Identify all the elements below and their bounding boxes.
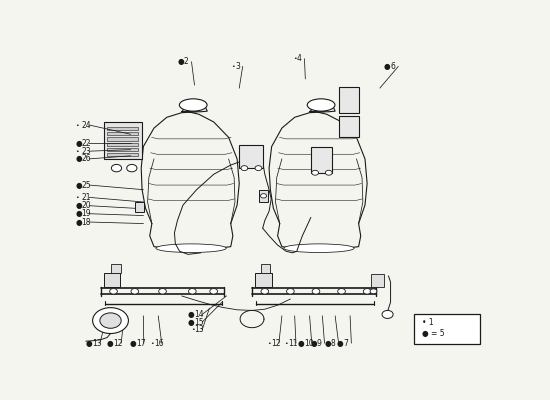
FancyBboxPatch shape	[371, 274, 384, 287]
Circle shape	[364, 288, 371, 294]
Circle shape	[210, 288, 217, 294]
Circle shape	[159, 288, 166, 294]
Text: ●: ●	[107, 338, 113, 348]
Circle shape	[255, 166, 262, 170]
Circle shape	[241, 166, 248, 170]
FancyBboxPatch shape	[107, 127, 138, 130]
Text: 11: 11	[288, 338, 298, 348]
Text: •: •	[75, 122, 79, 128]
Text: 2: 2	[184, 57, 189, 66]
Text: 23: 23	[81, 147, 91, 156]
Ellipse shape	[307, 99, 335, 111]
Text: ●: ●	[86, 338, 92, 348]
Text: 14: 14	[195, 310, 204, 319]
Circle shape	[189, 288, 196, 294]
Text: 12: 12	[271, 338, 280, 348]
FancyBboxPatch shape	[339, 116, 360, 137]
Text: •: •	[267, 340, 271, 346]
Text: ●: ●	[337, 338, 344, 348]
Circle shape	[312, 288, 320, 294]
Text: ●: ●	[298, 338, 304, 348]
FancyBboxPatch shape	[255, 273, 272, 287]
Text: ●: ●	[188, 310, 195, 319]
Circle shape	[100, 313, 121, 328]
Text: 4: 4	[297, 54, 301, 63]
Text: 10: 10	[304, 338, 314, 348]
FancyBboxPatch shape	[107, 153, 138, 156]
Text: 6: 6	[390, 62, 395, 71]
Text: 12: 12	[113, 338, 123, 348]
FancyBboxPatch shape	[104, 273, 120, 287]
Ellipse shape	[179, 99, 207, 111]
Circle shape	[111, 164, 122, 172]
Text: •: •	[191, 327, 195, 332]
Text: 13: 13	[195, 325, 204, 334]
FancyBboxPatch shape	[111, 264, 121, 273]
Circle shape	[131, 288, 139, 294]
Circle shape	[370, 289, 377, 294]
Text: 26: 26	[81, 154, 91, 163]
Text: 16: 16	[154, 338, 164, 348]
Text: ●: ●	[310, 338, 317, 348]
Text: ●: ●	[75, 139, 82, 148]
Text: 17: 17	[136, 338, 146, 348]
Text: •: •	[75, 195, 79, 200]
Text: ●: ●	[384, 62, 390, 71]
Text: 15: 15	[195, 318, 204, 327]
FancyBboxPatch shape	[311, 146, 332, 173]
FancyBboxPatch shape	[261, 264, 270, 273]
FancyBboxPatch shape	[259, 190, 268, 202]
Text: ●: ●	[75, 218, 82, 226]
Text: •: •	[231, 64, 235, 69]
Text: •: •	[150, 340, 154, 346]
Circle shape	[109, 288, 117, 294]
FancyBboxPatch shape	[107, 142, 138, 146]
Text: 18: 18	[81, 218, 91, 226]
Text: 8: 8	[331, 338, 335, 348]
Circle shape	[326, 170, 332, 175]
Text: ●: ●	[177, 57, 184, 66]
Text: 9: 9	[317, 338, 322, 348]
Text: ●: ●	[75, 154, 82, 163]
Text: ●: ●	[75, 180, 82, 190]
Text: 7: 7	[344, 338, 349, 348]
Circle shape	[382, 310, 393, 318]
Circle shape	[92, 308, 129, 334]
Text: 25: 25	[81, 180, 91, 190]
FancyBboxPatch shape	[104, 122, 142, 159]
Text: ● = 5: ● = 5	[422, 329, 444, 338]
Circle shape	[287, 288, 294, 294]
Text: 20: 20	[81, 201, 91, 210]
Circle shape	[312, 170, 318, 175]
FancyBboxPatch shape	[239, 145, 263, 168]
Text: ●: ●	[188, 318, 195, 327]
Text: •: •	[75, 149, 79, 154]
FancyBboxPatch shape	[339, 86, 360, 113]
FancyBboxPatch shape	[414, 314, 480, 344]
Text: 13: 13	[92, 338, 102, 348]
Text: 22: 22	[81, 139, 91, 148]
Circle shape	[261, 288, 268, 294]
Text: • 1: • 1	[422, 318, 433, 327]
Text: •: •	[284, 340, 288, 346]
Circle shape	[338, 288, 345, 294]
FancyBboxPatch shape	[135, 202, 144, 212]
Circle shape	[261, 194, 267, 198]
Text: ●: ●	[324, 338, 331, 348]
Ellipse shape	[284, 244, 354, 252]
FancyBboxPatch shape	[107, 148, 138, 151]
Circle shape	[126, 164, 137, 172]
Text: ●: ●	[75, 209, 82, 218]
Text: 19: 19	[81, 209, 91, 218]
Ellipse shape	[156, 244, 226, 252]
Text: ●: ●	[129, 338, 136, 348]
FancyBboxPatch shape	[107, 137, 138, 141]
Text: •: •	[293, 56, 297, 61]
Text: 21: 21	[81, 193, 91, 202]
Text: 3: 3	[235, 62, 240, 71]
FancyBboxPatch shape	[107, 132, 138, 136]
Text: ●: ●	[75, 201, 82, 210]
Text: 24: 24	[81, 120, 91, 130]
